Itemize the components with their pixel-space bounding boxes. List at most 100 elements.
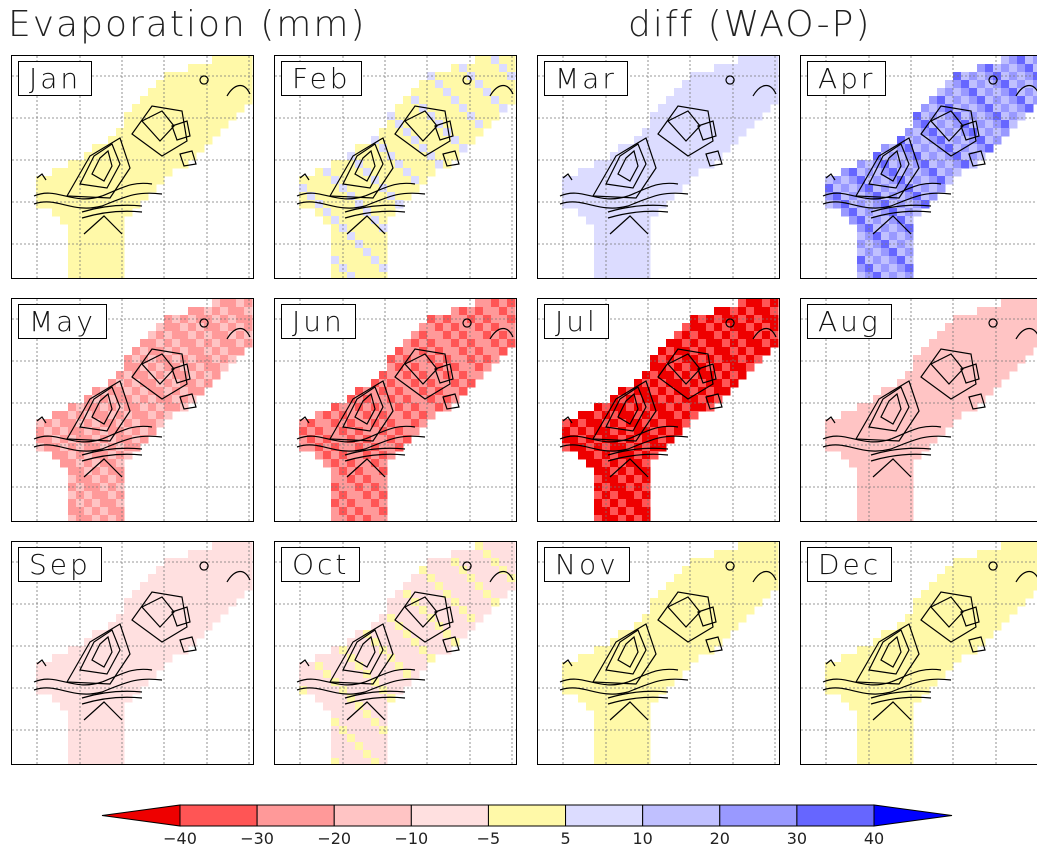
grid-cell (937, 646, 946, 655)
grid-cell (658, 622, 667, 631)
grid-cell (977, 323, 986, 332)
grid-cell (403, 104, 412, 113)
grid-cell (913, 630, 922, 639)
contour-line (354, 149, 376, 182)
grid-cell (650, 395, 659, 404)
grid-cell (140, 419, 149, 428)
grid-cell (355, 507, 364, 516)
grid-cell (905, 742, 914, 751)
grid-cell (953, 379, 962, 388)
grid-cell (92, 686, 101, 695)
grid-cell (937, 347, 946, 356)
grid-cell (180, 646, 189, 655)
grid-cell (1001, 542, 1010, 551)
grid-cell (714, 96, 723, 105)
contour-line (872, 215, 912, 235)
grid-cell (132, 347, 141, 356)
grid-cell (881, 216, 890, 225)
grid-cell (738, 355, 747, 364)
grid-cell (666, 96, 675, 105)
grid-cell (961, 160, 970, 169)
grid-cell (881, 491, 890, 500)
grid-cell (897, 654, 906, 663)
grid-cell (618, 718, 627, 727)
grid-cell (833, 192, 842, 201)
grid-cell (435, 395, 444, 404)
grid-cell (140, 339, 149, 348)
grid-cell (913, 144, 922, 153)
grid-cell (475, 64, 484, 73)
grid-cell (1009, 590, 1018, 599)
grid-cell (905, 459, 914, 468)
grid-cell (140, 582, 149, 591)
grid-cell (642, 144, 651, 153)
grid-cell (451, 136, 460, 145)
grid-cell (451, 614, 460, 623)
topography-contours (296, 318, 514, 478)
grid-cell (331, 443, 340, 452)
grid-cell (84, 435, 93, 444)
grid-cell (977, 96, 986, 105)
grid-cell (371, 144, 380, 153)
grid-cell (889, 443, 898, 452)
grid-cell (427, 654, 436, 663)
grid-cell (833, 427, 842, 436)
grid-cell (395, 614, 404, 623)
grid-cell (108, 435, 117, 444)
grid-cell (315, 670, 324, 679)
grid-cell (156, 176, 165, 185)
grid-cell (68, 686, 77, 695)
grid-cell (618, 515, 627, 521)
topography-contours (296, 561, 514, 721)
grid-cell (68, 443, 77, 452)
grid-cell (124, 622, 133, 631)
grid-cell (985, 606, 994, 615)
grid-cell (706, 96, 715, 105)
grid-cell (371, 136, 380, 145)
grid-cell (92, 184, 101, 193)
contour-line (141, 353, 175, 385)
grid-cell (435, 144, 444, 153)
grid-cell (363, 742, 372, 751)
grid-cell (403, 582, 412, 591)
grid-cell (881, 232, 890, 241)
grid-cell (690, 395, 699, 404)
grid-cell (435, 582, 444, 591)
grid-cell (331, 686, 340, 695)
contour-line (968, 636, 986, 653)
grid-cell (491, 64, 500, 73)
grid-cell (738, 339, 747, 348)
grid-cell (985, 339, 994, 348)
grid-cell (953, 387, 962, 396)
grid-cell (945, 347, 954, 356)
grid-cell (132, 363, 141, 372)
contour-line (83, 458, 123, 478)
contour-line (960, 120, 980, 141)
grid-cell (180, 104, 189, 113)
grid-cell (156, 371, 165, 380)
grid-cell (666, 168, 675, 177)
grid-cell (889, 152, 898, 161)
grid-cell (475, 347, 484, 356)
grid-cell (658, 168, 667, 177)
grid-cell (100, 734, 109, 743)
contour-line (328, 623, 394, 685)
grid-cell (730, 104, 739, 113)
grid-cell (108, 160, 117, 169)
grid-cell (857, 264, 866, 273)
contour-line (930, 353, 964, 385)
grid-cell (116, 168, 125, 177)
topography-contours (33, 561, 251, 721)
grid-cell (387, 363, 396, 372)
grid-cell (730, 136, 739, 145)
grid-cell (459, 614, 468, 623)
grid-cell (459, 128, 468, 137)
grid-cell (371, 750, 380, 759)
grid-cell (1033, 96, 1037, 105)
grid-cell (355, 686, 364, 695)
grid-cell (395, 168, 404, 177)
grid-cell (180, 582, 189, 591)
grid-cell (738, 64, 747, 73)
map-plot (801, 299, 1037, 521)
contour-line (346, 215, 386, 235)
